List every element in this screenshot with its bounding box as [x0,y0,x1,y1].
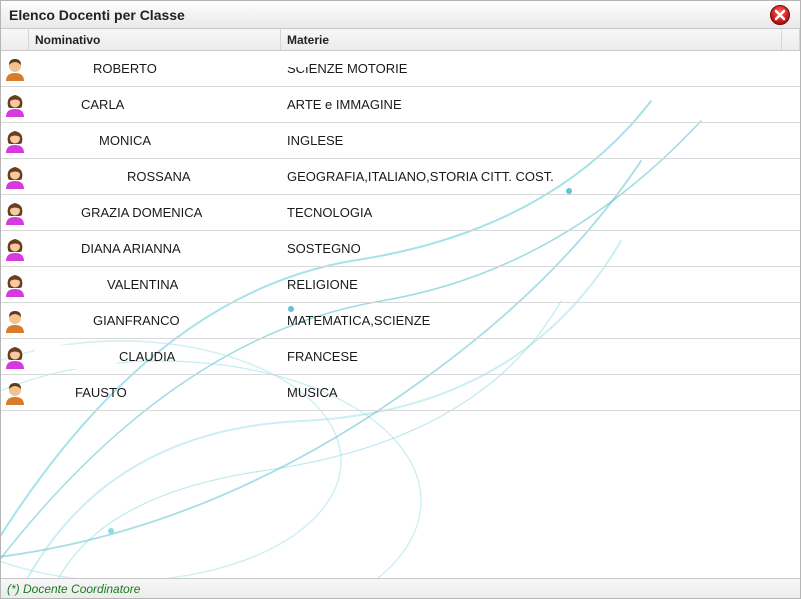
avatar-female-icon [4,200,26,226]
materie-cell: ARTE e IMMAGINE [281,87,800,122]
materie-cell: INGLESE [281,123,800,158]
close-icon [769,4,791,26]
teacher-name: DIANA ARIANNA [81,241,181,256]
nominativo-cell: CLAUDIA [29,339,281,374]
teacher-subjects: MATEMATICA,SCIENZE [287,313,430,328]
table-row[interactable]: CLAUDIA FRANCESE [1,339,800,375]
teacher-subjects: INGLESE [287,133,343,148]
avatar-cell [1,339,29,374]
materie-cell: TECNOLOGIA [281,195,800,230]
materie-cell: SCIENZE MOTORIE [281,51,800,86]
teacher-subjects: TECNOLOGIA [287,205,372,220]
materie-cell: GEOGRAFIA,ITALIANO,STORIA CITT. COST. [281,159,800,194]
teacher-subjects: GEOGRAFIA,ITALIANO,STORIA CITT. COST. [287,169,554,184]
table-row[interactable]: DIANA ARIANNA SOSTEGNO [1,231,800,267]
window: Elenco Docenti per Classe Nominativo Mat… [0,0,801,599]
materie-cell: MUSICA [281,375,800,410]
avatar-female-icon [4,92,26,118]
nominativo-cell: ROBERTO [29,51,281,86]
avatar-cell [1,231,29,266]
table-row[interactable]: VALENTINA RELIGIONE [1,267,800,303]
redaction-mask [35,201,79,225]
table-row[interactable]: ROBERTO SCIENZE MOTORIE [1,51,800,87]
redaction-mask [35,57,91,81]
table-row[interactable]: CARLA ARTE e IMMAGINE [1,87,800,123]
redaction-mask [35,165,125,189]
teacher-subjects: RELIGIONE [287,277,358,292]
materie-cell: RELIGIONE [281,267,800,302]
nominativo-cell: FAUSTO [29,375,281,410]
nominativo-cell: DIANA ARIANNA [29,231,281,266]
avatar-female-icon [4,164,26,190]
redaction-mask [245,51,309,67]
redaction-mask [35,93,79,117]
header-scroll-gutter [782,29,800,50]
header-icon-col [1,29,29,50]
footer: (*) Docente Coordinatore [1,578,800,598]
avatar-male-icon [4,380,26,406]
teacher-name: ROSSANA [127,169,191,184]
nominativo-cell: CARLA [29,87,281,122]
close-button[interactable] [768,3,792,27]
header-materie[interactable]: Materie [281,29,782,50]
avatar-male-icon [4,56,26,82]
teacher-name: CARLA [81,97,124,112]
materie-cell: FRANCESE [281,339,800,374]
footer-legend: (*) Docente Coordinatore [7,582,140,596]
teacher-name: GRAZIA DOMENICA [81,205,202,220]
table-row[interactable]: MONICA INGLESE [1,123,800,159]
avatar-cell [1,51,29,86]
avatar-male-icon [4,308,26,334]
redaction-mask [35,381,73,405]
redaction-mask [35,309,91,333]
table-row[interactable]: GRAZIA DOMENICA TECNOLOGIA [1,195,800,231]
redaction-mask [35,237,79,261]
titlebar: Elenco Docenti per Classe [1,1,800,29]
avatar-cell [1,195,29,230]
teacher-subjects: MUSICA [287,385,338,400]
table-row[interactable]: GIANFRANCO MATEMATICA,SCIENZE [1,303,800,339]
teacher-name: ROBERTO [93,61,157,76]
avatar-cell [1,267,29,302]
teacher-name: MONICA [99,133,151,148]
nominativo-cell: GIANFRANCO [29,303,281,338]
table-row[interactable]: ROSSANA GEOGRAFIA,ITALIANO,STORIA CITT. C… [1,159,800,195]
redaction-mask [35,345,117,369]
teacher-name: GIANFRANCO [93,313,180,328]
teacher-subjects: FRANCESE [287,349,358,364]
nominativo-cell: GRAZIA DOMENICA [29,195,281,230]
nominativo-cell: ROSSANA [29,159,281,194]
table-row[interactable]: FAUSTO MUSICA [1,375,800,411]
avatar-female-icon [4,236,26,262]
avatar-female-icon [4,272,26,298]
teacher-subjects: SOSTEGNO [287,241,361,256]
avatar-cell [1,375,29,410]
avatar-cell [1,87,29,122]
avatar-cell [1,303,29,338]
materie-cell: MATEMATICA,SCIENZE [281,303,800,338]
teacher-name: FAUSTO [75,385,127,400]
avatar-cell [1,159,29,194]
teacher-name: CLAUDIA [119,349,175,364]
avatar-female-icon [4,344,26,370]
avatar-cell [1,123,29,158]
redaction-mask [35,273,105,297]
teacher-name: VALENTINA [107,277,178,292]
table-body: ROBERTO SCIENZE MOTORIE CARLA ARTE e IMMAG… [1,51,800,578]
nominativo-cell: MONICA [29,123,281,158]
nominativo-cell: VALENTINA [29,267,281,302]
header-nominativo[interactable]: Nominativo [29,29,281,50]
teacher-subjects: ARTE e IMMAGINE [287,97,402,112]
materie-cell: SOSTEGNO [281,231,800,266]
window-title: Elenco Docenti per Classe [9,7,768,23]
table-header: Nominativo Materie [1,29,800,51]
redaction-mask [35,129,97,153]
avatar-female-icon [4,128,26,154]
